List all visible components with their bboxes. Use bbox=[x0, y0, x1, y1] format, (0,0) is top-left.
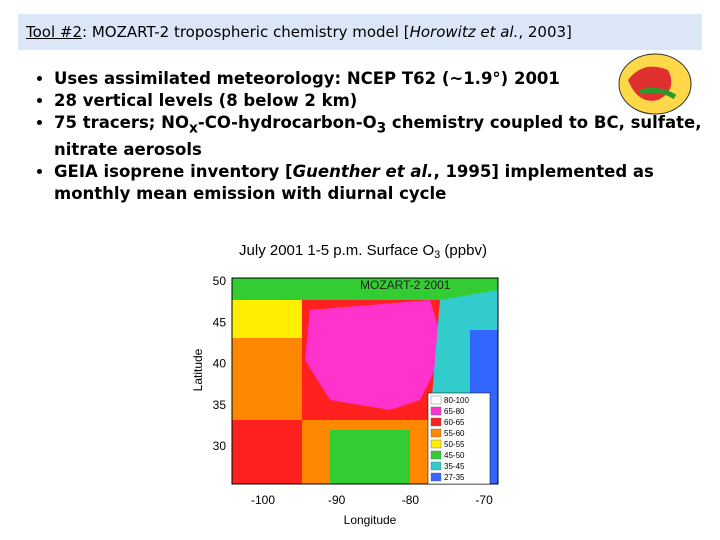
y-tick-label: 30 bbox=[213, 439, 227, 453]
tool-label: Tool #2 bbox=[26, 23, 83, 41]
legend-label: 80-100 bbox=[444, 396, 469, 405]
ticks: 50 45 40 35 30 -100 -90 -80 -70 bbox=[213, 274, 493, 507]
legend-label: 55-60 bbox=[444, 429, 465, 438]
legend-swatch bbox=[430, 439, 442, 449]
y-tick-label: 45 bbox=[213, 315, 227, 329]
legend-swatch bbox=[430, 461, 442, 471]
text: (ppbv) bbox=[440, 242, 487, 259]
bullet: 75 tracers; NOx-CO-hydrocarbon-O3 chemis… bbox=[54, 112, 714, 161]
legend-label: 60-65 bbox=[444, 418, 465, 427]
legend-label: 45-50 bbox=[444, 451, 465, 460]
legend-swatch bbox=[430, 472, 442, 482]
title-bar: Tool #2: MOZART-2 tropospheric chemistry… bbox=[18, 14, 702, 50]
map bbox=[231, 277, 499, 485]
model-label: MOZART-2 2001 bbox=[360, 278, 451, 292]
bullet: 28 vertical levels (8 below 2 km) bbox=[54, 90, 714, 112]
legend: 80-100 65-80 60-65 55-60 50-55 45-50 35-45 27-3… bbox=[430, 395, 469, 482]
citation: Horowitz et al. bbox=[409, 23, 519, 41]
x-axis-label: Longitude bbox=[344, 513, 397, 527]
legend-swatch bbox=[430, 450, 442, 460]
legend-label: 35-45 bbox=[444, 462, 465, 471]
text: chemistry coupled to BC, sulfate, nitrat… bbox=[54, 113, 702, 160]
y-axis-label: Latitude bbox=[191, 348, 205, 391]
legend-swatch bbox=[430, 417, 442, 427]
bullet: Uses assimilated meteorology: NCEP T62 (… bbox=[54, 68, 714, 90]
subscript: x bbox=[188, 120, 198, 137]
legend-swatch bbox=[430, 395, 442, 405]
bullet-list: Uses assimilated meteorology: NCEP T62 (… bbox=[28, 68, 714, 205]
legend-swatch bbox=[430, 428, 442, 438]
x-tick-label: -100 bbox=[251, 493, 275, 507]
text: July 2001 1-5 p.m. Surface O bbox=[239, 242, 434, 259]
title: : MOZART-2 tropospheric chemistry model … bbox=[82, 23, 410, 41]
text: , 1995] implemented as monthly mean emis… bbox=[54, 162, 654, 204]
subscript: 3 bbox=[376, 120, 387, 137]
legend-label: 50-55 bbox=[444, 440, 465, 449]
figure-title: July 2001 1-5 p.m. Surface O3 (ppbv) bbox=[239, 242, 487, 261]
subscript: 3 bbox=[434, 249, 440, 261]
text: -CO-hydrocarbon-O bbox=[197, 113, 377, 132]
text: 75 tracers; NO bbox=[54, 113, 189, 132]
legend-label: 27-35 bbox=[444, 473, 465, 482]
citation: Guenther et al. bbox=[292, 162, 434, 182]
legend-label: 65-80 bbox=[444, 407, 465, 416]
y-tick-label: 35 bbox=[213, 398, 227, 412]
text: GEIA isoprene inventory [ bbox=[54, 162, 293, 182]
y-tick-label: 50 bbox=[213, 274, 227, 288]
bullet: GEIA isoprene inventory [Guenther et al.… bbox=[54, 161, 714, 205]
legend-swatch bbox=[430, 406, 442, 416]
y-tick-label: 40 bbox=[213, 357, 227, 371]
year: , 2003] bbox=[518, 23, 572, 41]
x-tick-label: -90 bbox=[328, 493, 346, 507]
x-tick-label: -70 bbox=[475, 493, 493, 507]
x-tick-label: -80 bbox=[402, 493, 420, 507]
